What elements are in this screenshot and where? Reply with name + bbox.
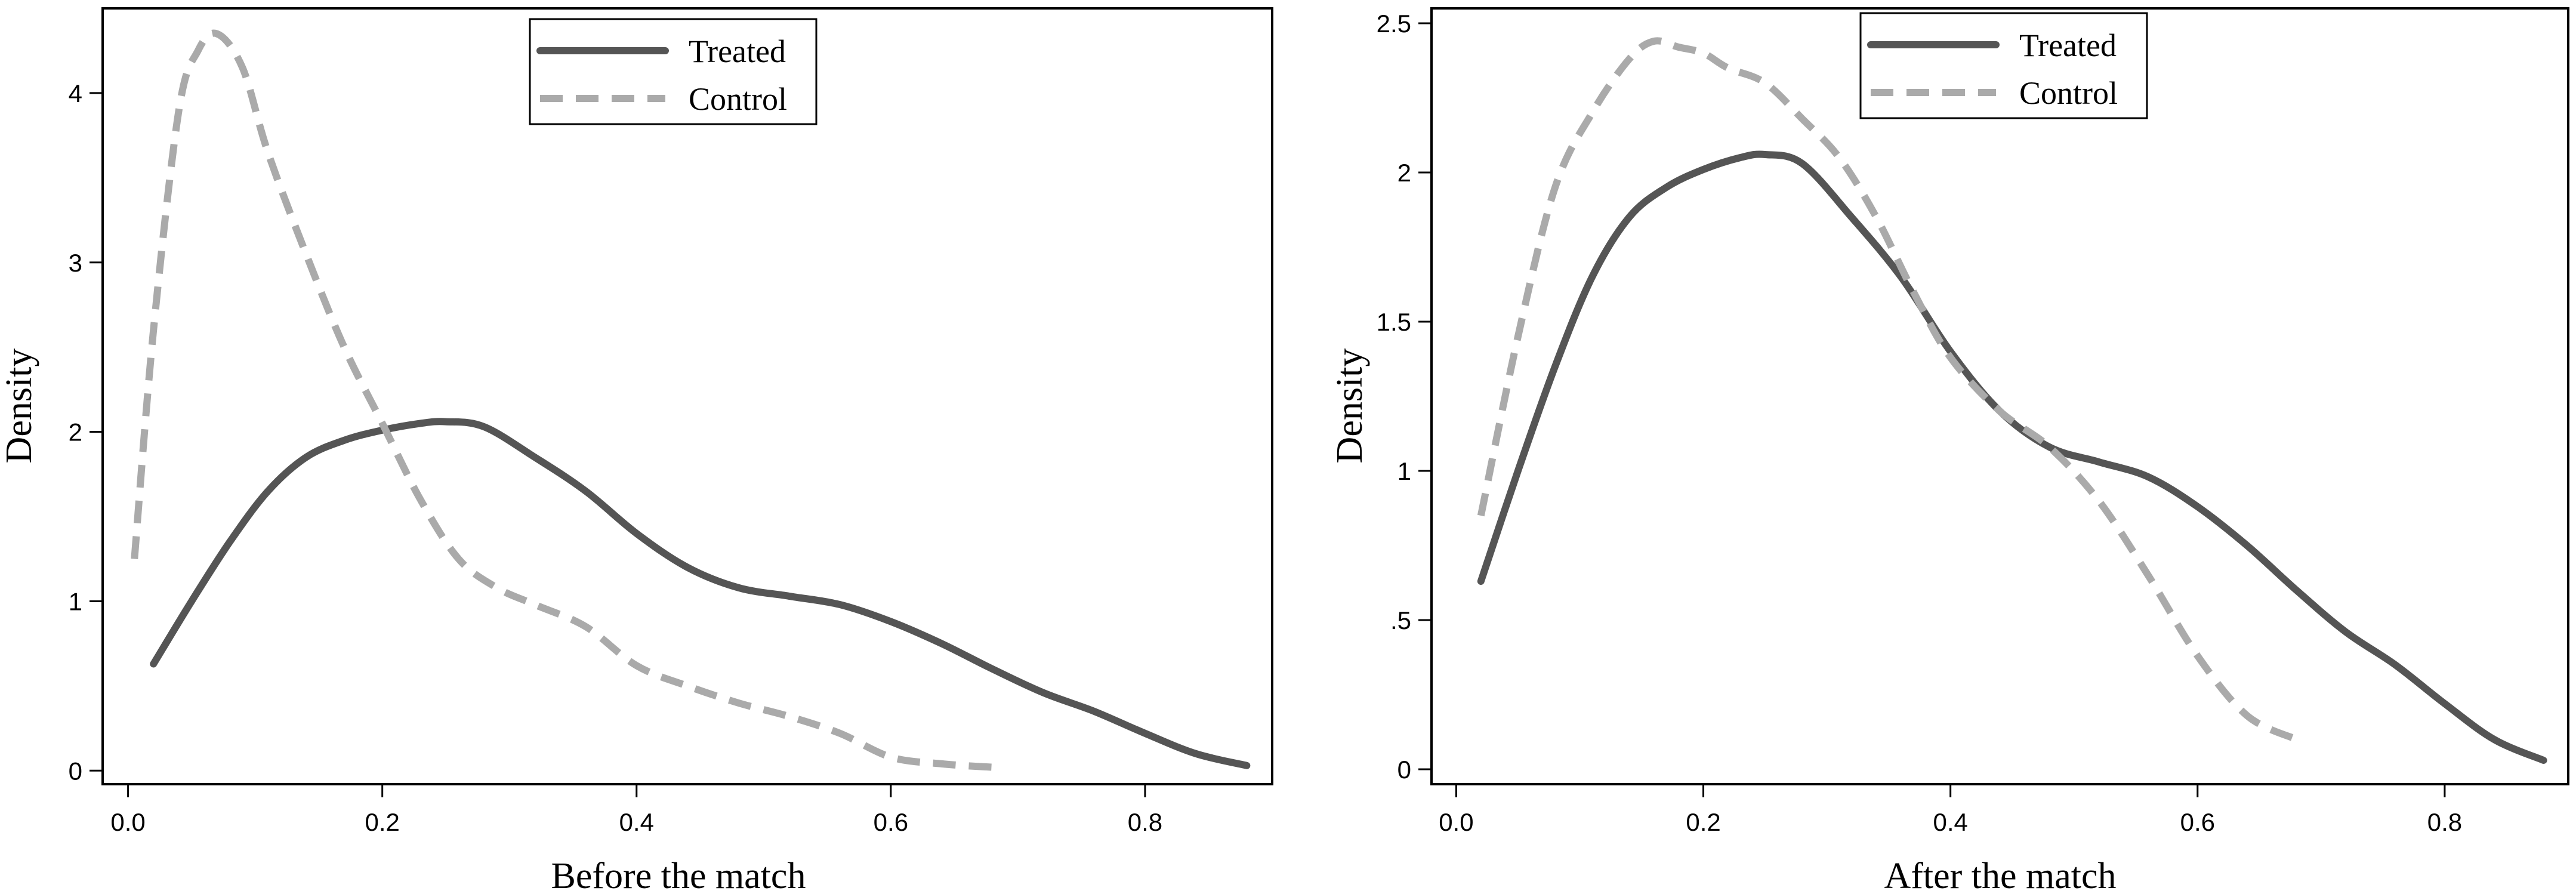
x-tick-label: 0.0 <box>1439 808 1473 836</box>
y-tick-label: .5 <box>1390 606 1411 634</box>
y-tick-label: 2.5 <box>1377 10 1411 38</box>
x-tick-label: 0.8 <box>1128 808 1162 836</box>
plot-frame <box>1430 7 2569 785</box>
x-tick-label: 0.4 <box>1933 808 1967 836</box>
y-tick-label: 1 <box>1397 457 1411 485</box>
y-tick-label: 0 <box>1397 756 1411 784</box>
y-tick-label: 1.5 <box>1377 308 1411 336</box>
legend-label-control: Control <box>689 81 787 117</box>
x-tick-label: 0.2 <box>365 808 400 836</box>
chart-marks: 0.0 0.2 0.4 0.6 0.8 0 .5 1 1.5 2 2.5 <box>1377 10 2547 836</box>
series-line-treated <box>150 418 1251 769</box>
y-tick-label: 2 <box>1397 159 1411 187</box>
x-tick-label: 0.8 <box>2427 808 2462 836</box>
x-tick-label: 0.2 <box>1686 808 1720 836</box>
x-axis-title: Before the match <box>551 856 806 894</box>
y-tick-label: 3 <box>69 249 82 277</box>
x-tick-label: 0.6 <box>2180 808 2215 836</box>
y-tick-label: 4 <box>69 79 82 107</box>
legend-label-treated: Treated <box>689 33 786 69</box>
y-tick-label: 1 <box>69 587 82 615</box>
y-tick-label: 0 <box>69 757 82 785</box>
legend-box <box>529 18 817 125</box>
legend: Treated Control <box>1859 12 2148 119</box>
y-axis-title: Density <box>1329 349 1370 464</box>
y-axis-title: Density <box>0 349 39 464</box>
y-tick-label: 2 <box>69 418 82 446</box>
legend-label-treated: Treated <box>2019 27 2117 63</box>
x-tick-label: 0.4 <box>619 808 654 836</box>
x-tick-label: 0.6 <box>874 808 908 836</box>
series-line-treated <box>1477 150 2547 764</box>
legend-box <box>1859 12 2148 119</box>
chart-before-match: 0.0 0.2 0.4 0.6 0.8 0 1 2 3 4 Before the match De… <box>0 7 1273 894</box>
series-line-control <box>1477 37 2299 743</box>
plot-frame <box>101 7 1273 785</box>
chart-after-match: 0.0 0.2 0.4 0.6 0.8 0 .5 1 1.5 2 2.5 After the mat… <box>1329 7 2569 894</box>
x-axis-title: After the match <box>1884 856 2116 894</box>
series-line-control <box>131 29 993 771</box>
x-tick-label: 0.0 <box>110 808 145 836</box>
chart-marks: 0.0 0.2 0.4 0.6 0.8 0 1 2 3 4 <box>69 29 1251 836</box>
legend-label-control: Control <box>2019 75 2118 111</box>
legend: Treated Control <box>529 18 817 125</box>
